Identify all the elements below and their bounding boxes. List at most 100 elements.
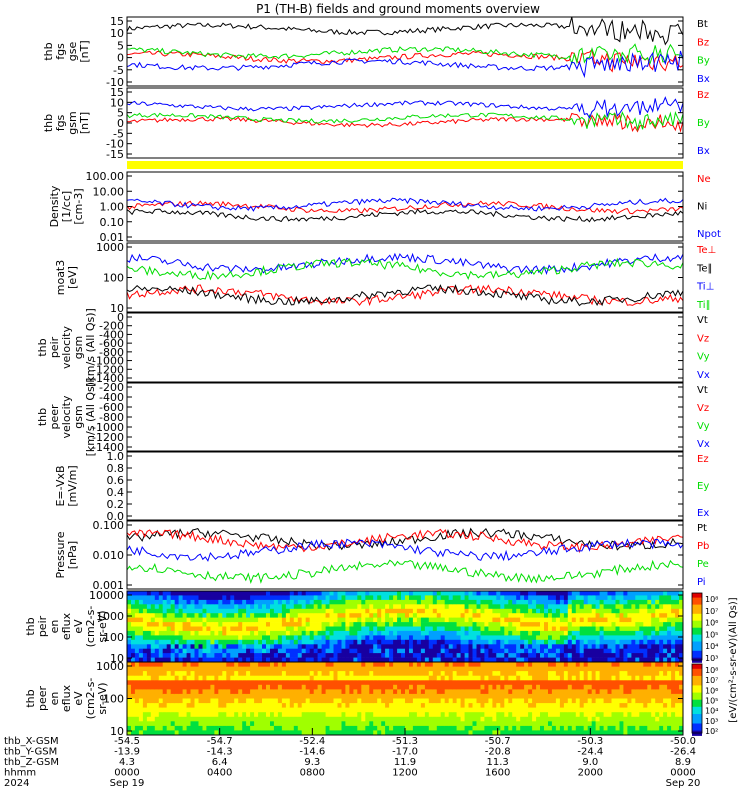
heatmap-cell bbox=[643, 608, 648, 614]
heatmap-cell bbox=[544, 666, 549, 672]
heatmap-cell bbox=[484, 680, 489, 686]
y-axis-label: thb bbox=[24, 617, 37, 635]
heatmap-cell bbox=[508, 657, 513, 663]
heatmap-cell bbox=[631, 671, 636, 677]
heatmap-cell bbox=[309, 639, 315, 645]
heatmap-cell bbox=[134, 725, 140, 731]
heatmap-cell bbox=[520, 595, 525, 601]
heatmap-cell bbox=[643, 680, 648, 686]
heatmap-cell bbox=[238, 644, 243, 650]
heatmap-cell bbox=[277, 730, 283, 736]
heatmap-cell bbox=[154, 599, 160, 605]
heatmap-cell bbox=[293, 716, 299, 722]
chart-title: P1 (TH-B) fields and ground moments over… bbox=[256, 2, 540, 16]
heatmap-cell bbox=[508, 617, 513, 623]
heatmap-cell bbox=[146, 703, 152, 709]
heatmap-cell bbox=[325, 662, 330, 667]
heatmap-cell bbox=[234, 653, 239, 658]
heatmap-cell bbox=[142, 617, 148, 623]
heatmap-cell bbox=[496, 680, 501, 686]
heatmap-cell bbox=[520, 725, 525, 731]
heatmap-cell bbox=[659, 680, 664, 686]
heatmap-cell bbox=[651, 613, 656, 618]
heatmap-cell bbox=[174, 608, 180, 614]
heatmap-cell bbox=[277, 595, 283, 601]
heatmap-cell bbox=[202, 712, 207, 718]
heatmap-cell bbox=[146, 604, 152, 610]
heatmap-cell bbox=[222, 662, 227, 667]
heatmap-cell bbox=[555, 613, 561, 618]
heatmap-cell bbox=[619, 666, 624, 672]
heatmap-cell bbox=[412, 639, 418, 645]
heatmap-cell bbox=[504, 613, 509, 618]
y-tick-label: -10 bbox=[106, 138, 124, 151]
heatmap-cell bbox=[202, 707, 207, 713]
heatmap-cell bbox=[524, 662, 529, 667]
heatmap-cell bbox=[444, 608, 450, 614]
heatmap-cell bbox=[420, 608, 426, 614]
heatmap-cell bbox=[548, 617, 553, 623]
heatmap-cell bbox=[246, 707, 251, 713]
heatmap-cell bbox=[551, 630, 557, 636]
heatmap-cell bbox=[226, 730, 231, 736]
heatmap-cell bbox=[337, 698, 342, 704]
heatmap-cell bbox=[420, 644, 426, 650]
heatmap-cell bbox=[158, 604, 164, 610]
heatmap-cell bbox=[353, 662, 358, 667]
heatmap-cell bbox=[369, 630, 374, 636]
heatmap-cell bbox=[627, 630, 632, 636]
heatmap-cell bbox=[198, 730, 203, 736]
heatmap-cell bbox=[615, 608, 620, 614]
heatmap-cell bbox=[357, 684, 362, 690]
heatmap-cell bbox=[333, 671, 338, 677]
heatmap-cell bbox=[250, 707, 255, 713]
heatmap-cell bbox=[567, 680, 573, 686]
heatmap-cell bbox=[500, 653, 505, 658]
heatmap-cell bbox=[325, 684, 330, 690]
heatmap-cell bbox=[266, 599, 271, 605]
heatmap-cell bbox=[321, 721, 326, 727]
heatmap-cell bbox=[198, 591, 203, 596]
heatmap-cell bbox=[345, 662, 350, 667]
heatmap-cell bbox=[436, 671, 442, 677]
heatmap-cell bbox=[575, 703, 581, 709]
heatmap-cell bbox=[154, 671, 160, 677]
heatmap-cell bbox=[623, 707, 628, 713]
heatmap-cell bbox=[528, 617, 533, 623]
heatmap-cell bbox=[639, 703, 644, 709]
heatmap-cell bbox=[297, 595, 303, 601]
heatmap-cell bbox=[571, 675, 577, 681]
heatmap-cell bbox=[405, 716, 410, 722]
heatmap-cell bbox=[591, 680, 597, 686]
heatmap-cell bbox=[615, 657, 620, 663]
heatmap-cell bbox=[285, 675, 291, 681]
heatmap-cell bbox=[238, 599, 243, 605]
heatmap-cell bbox=[393, 671, 398, 677]
heatmap-cell bbox=[178, 684, 183, 690]
heatmap-cell bbox=[496, 689, 501, 695]
heatmap-cell bbox=[297, 662, 303, 667]
heatmap-cell bbox=[381, 657, 386, 663]
heatmap-cell bbox=[555, 671, 561, 677]
heatmap-cell bbox=[452, 595, 458, 601]
heatmap-cell bbox=[448, 703, 454, 709]
heatmap-cell bbox=[607, 725, 612, 731]
heatmap-cell bbox=[142, 680, 148, 686]
heatmap-cell bbox=[341, 707, 346, 713]
colorbar-cell bbox=[692, 611, 702, 615]
heatmap-cell bbox=[448, 707, 454, 713]
heatmap-cell bbox=[659, 630, 664, 636]
heatmap-cell bbox=[377, 604, 382, 610]
heatmap-cell bbox=[270, 698, 275, 704]
heatmap-cell bbox=[563, 639, 569, 645]
heatmap-cell bbox=[178, 730, 183, 736]
heatmap-cell bbox=[583, 725, 589, 731]
heatmap-cell bbox=[559, 599, 565, 605]
heatmap-cell bbox=[536, 608, 541, 614]
y-tick-label: 10 bbox=[110, 725, 124, 738]
heatmap-cell bbox=[444, 703, 450, 709]
heatmap-cell bbox=[579, 648, 585, 654]
heatmap-cell bbox=[162, 707, 168, 713]
heatmap-cell bbox=[579, 604, 585, 610]
heatmap-cell bbox=[250, 680, 255, 686]
